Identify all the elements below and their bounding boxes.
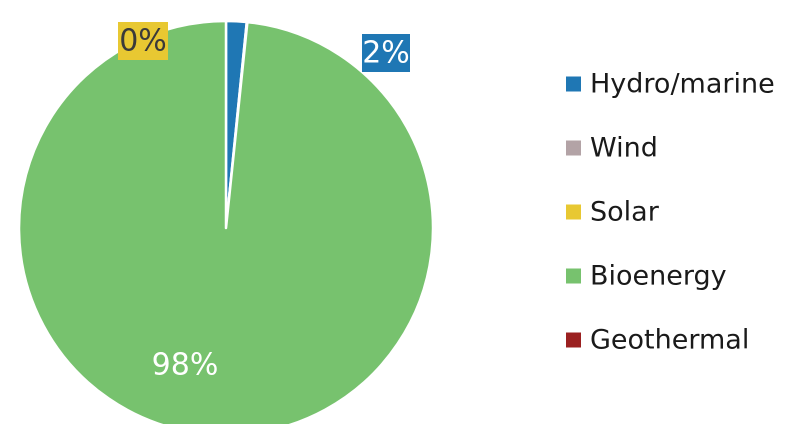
data-label-text-hydro-marine: 2%: [362, 36, 410, 71]
pie-data-labels: 2% 0% 98%: [118, 22, 410, 383]
legend-swatch-wind: [566, 140, 581, 156]
legend-swatch-geothermal: [566, 332, 581, 348]
legend-item-hydro-marine: Hydro/marine: [566, 69, 775, 100]
data-label-text-bioenergy: 98%: [152, 348, 219, 383]
data-label-box-hydro-marine: [362, 34, 410, 72]
data-label-bioenergy: 98%: [152, 348, 219, 383]
data-label-hydro-marine: 2%: [362, 34, 410, 72]
legend-label-solar: Solar: [590, 197, 660, 228]
legend-swatch-solar: [566, 204, 581, 220]
legend-item-wind: Wind: [566, 133, 658, 164]
legend-label-bioenergy: Bioenergy: [590, 261, 727, 292]
legend-item-solar: Solar: [566, 197, 660, 228]
legend-swatch-bioenergy: [566, 268, 581, 284]
pie-slice-bioenergy: [17, 19, 435, 424]
data-label-solar: 0%: [118, 22, 168, 60]
data-label-box-solar: [118, 22, 168, 60]
legend: Hydro/marine Wind Solar Bioenergy Geothermal: [566, 69, 775, 356]
legend-label-wind: Wind: [590, 133, 658, 164]
pie-slices: [17, 19, 435, 424]
legend-label-hydro-marine: Hydro/marine: [590, 69, 775, 100]
data-label-text-solar: 0%: [119, 24, 167, 59]
legend-item-geothermal: Geothermal: [566, 325, 749, 356]
legend-swatch-hydro-marine: [566, 76, 581, 92]
legend-item-bioenergy: Bioenergy: [566, 261, 727, 292]
legend-label-geothermal: Geothermal: [590, 325, 749, 356]
